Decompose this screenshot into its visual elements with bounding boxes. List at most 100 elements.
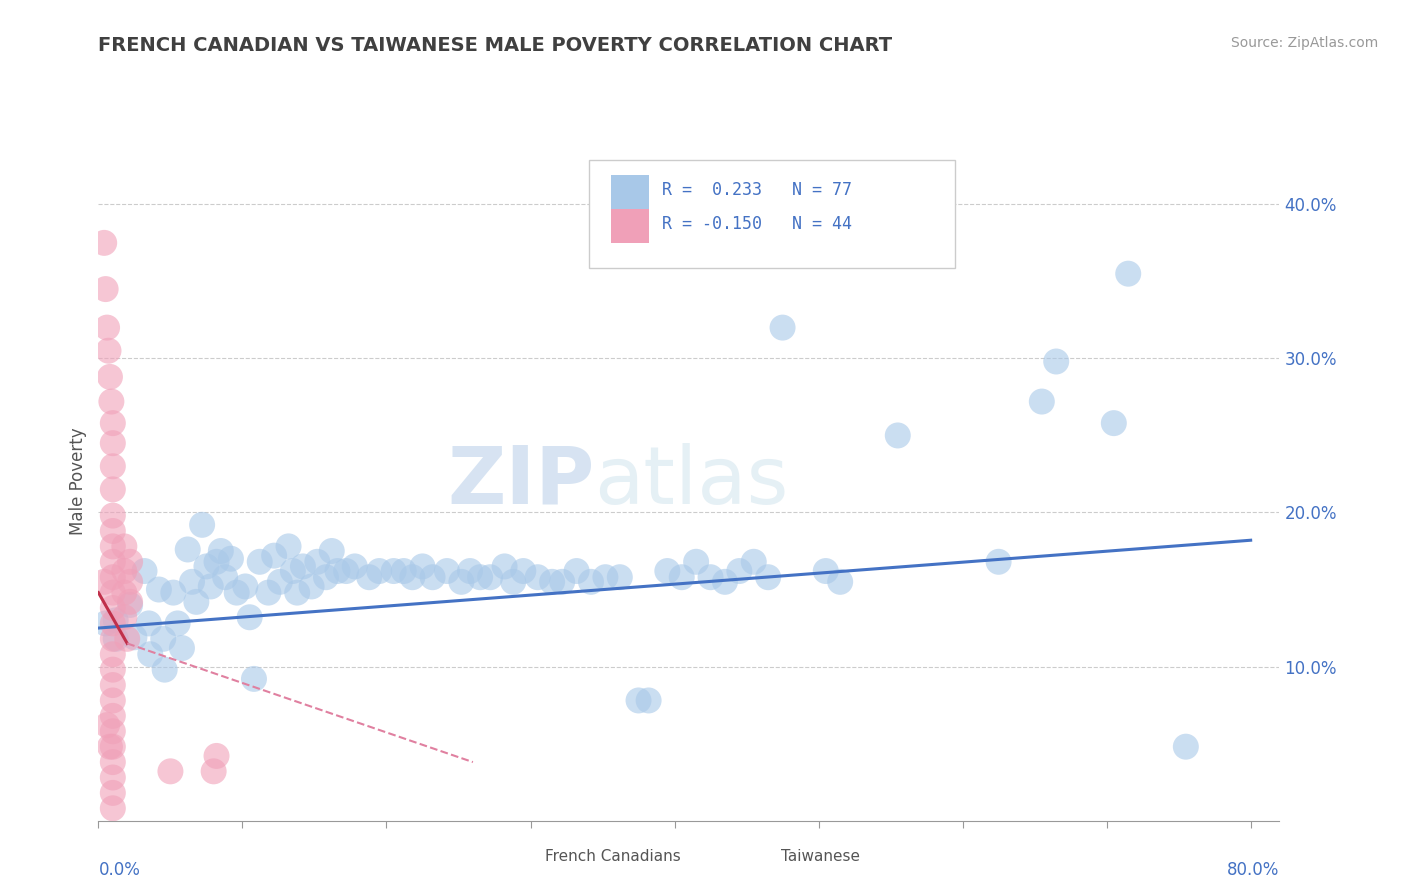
Point xyxy=(101,416,124,430)
Point xyxy=(281,564,304,578)
Text: 0.0%: 0.0% xyxy=(98,862,141,880)
Point xyxy=(595,570,617,584)
Point xyxy=(181,574,204,589)
Point xyxy=(239,610,262,624)
Text: FRENCH CANADIAN VS TAIWANESE MALE POVERTY CORRELATION CHART: FRENCH CANADIAN VS TAIWANESE MALE POVERT… xyxy=(98,36,893,54)
Point xyxy=(494,559,516,574)
Point xyxy=(257,585,280,599)
Point xyxy=(101,647,124,661)
Point xyxy=(277,540,299,554)
Text: atlas: atlas xyxy=(595,442,789,521)
Point xyxy=(98,739,121,754)
Point xyxy=(205,555,228,569)
Point xyxy=(887,428,910,442)
FancyBboxPatch shape xyxy=(741,844,773,872)
Point xyxy=(124,630,146,644)
Point xyxy=(112,585,135,599)
Point xyxy=(411,559,433,574)
Point xyxy=(291,559,314,574)
Point xyxy=(565,564,588,578)
Point xyxy=(307,555,329,569)
Text: 80.0%: 80.0% xyxy=(1227,862,1279,880)
Point xyxy=(104,613,127,627)
Point xyxy=(541,574,564,589)
Point xyxy=(101,524,124,538)
Point xyxy=(112,564,135,578)
Point xyxy=(101,570,124,584)
Point xyxy=(392,564,415,578)
Point xyxy=(671,570,693,584)
Point xyxy=(458,564,481,578)
Point xyxy=(112,540,135,554)
Point xyxy=(166,616,188,631)
Point xyxy=(579,574,602,589)
Point xyxy=(200,579,222,593)
Point xyxy=(162,585,184,599)
Point xyxy=(1031,394,1053,409)
Point xyxy=(101,459,124,474)
Point xyxy=(138,616,160,631)
Point xyxy=(685,555,707,569)
Point xyxy=(609,570,631,584)
FancyBboxPatch shape xyxy=(612,175,648,209)
Point xyxy=(120,595,142,609)
Point xyxy=(401,570,423,584)
Point xyxy=(382,564,405,578)
Point xyxy=(101,601,124,615)
FancyBboxPatch shape xyxy=(589,160,955,268)
Point xyxy=(728,564,751,578)
Point xyxy=(101,724,124,739)
Point xyxy=(139,647,162,661)
Text: Source: ZipAtlas.com: Source: ZipAtlas.com xyxy=(1230,36,1378,50)
Y-axis label: Male Poverty: Male Poverty xyxy=(69,428,87,535)
Point xyxy=(249,555,271,569)
Point xyxy=(101,555,124,569)
Point xyxy=(101,755,124,769)
Point xyxy=(101,616,124,631)
Point xyxy=(202,764,225,779)
Point xyxy=(359,570,381,584)
Point xyxy=(120,598,142,612)
Text: R = -0.150   N = 44: R = -0.150 N = 44 xyxy=(662,215,852,233)
Text: R =  0.233   N = 77: R = 0.233 N = 77 xyxy=(662,181,852,199)
Point xyxy=(93,235,115,250)
Point xyxy=(742,555,765,569)
Point xyxy=(502,574,524,589)
Text: ZIP: ZIP xyxy=(447,442,595,521)
Point xyxy=(104,632,127,646)
Point xyxy=(657,564,679,578)
Point xyxy=(1045,354,1067,368)
Point xyxy=(101,678,124,692)
Point xyxy=(637,693,659,707)
Point xyxy=(159,764,181,779)
Point xyxy=(96,320,118,334)
Point xyxy=(170,641,193,656)
Point xyxy=(1102,416,1125,430)
Point xyxy=(195,559,218,574)
Point xyxy=(269,574,291,589)
Point xyxy=(214,570,236,584)
Point xyxy=(225,585,247,599)
Point xyxy=(301,579,323,593)
Point xyxy=(209,544,232,558)
Point xyxy=(101,801,124,815)
Point xyxy=(526,570,548,584)
Point xyxy=(93,574,115,589)
Point xyxy=(243,672,266,686)
Point xyxy=(152,632,174,646)
FancyBboxPatch shape xyxy=(505,844,537,872)
Point xyxy=(97,343,120,358)
Point xyxy=(100,394,122,409)
Point xyxy=(153,663,176,677)
Point xyxy=(814,564,837,578)
Point xyxy=(101,585,124,599)
Point xyxy=(315,570,337,584)
Point xyxy=(468,570,491,584)
Point xyxy=(263,549,285,563)
Point xyxy=(205,748,228,763)
Point xyxy=(98,370,121,384)
Point xyxy=(1174,739,1197,754)
Text: Taiwanese: Taiwanese xyxy=(782,849,860,864)
Point xyxy=(94,282,117,296)
Point xyxy=(756,570,779,584)
